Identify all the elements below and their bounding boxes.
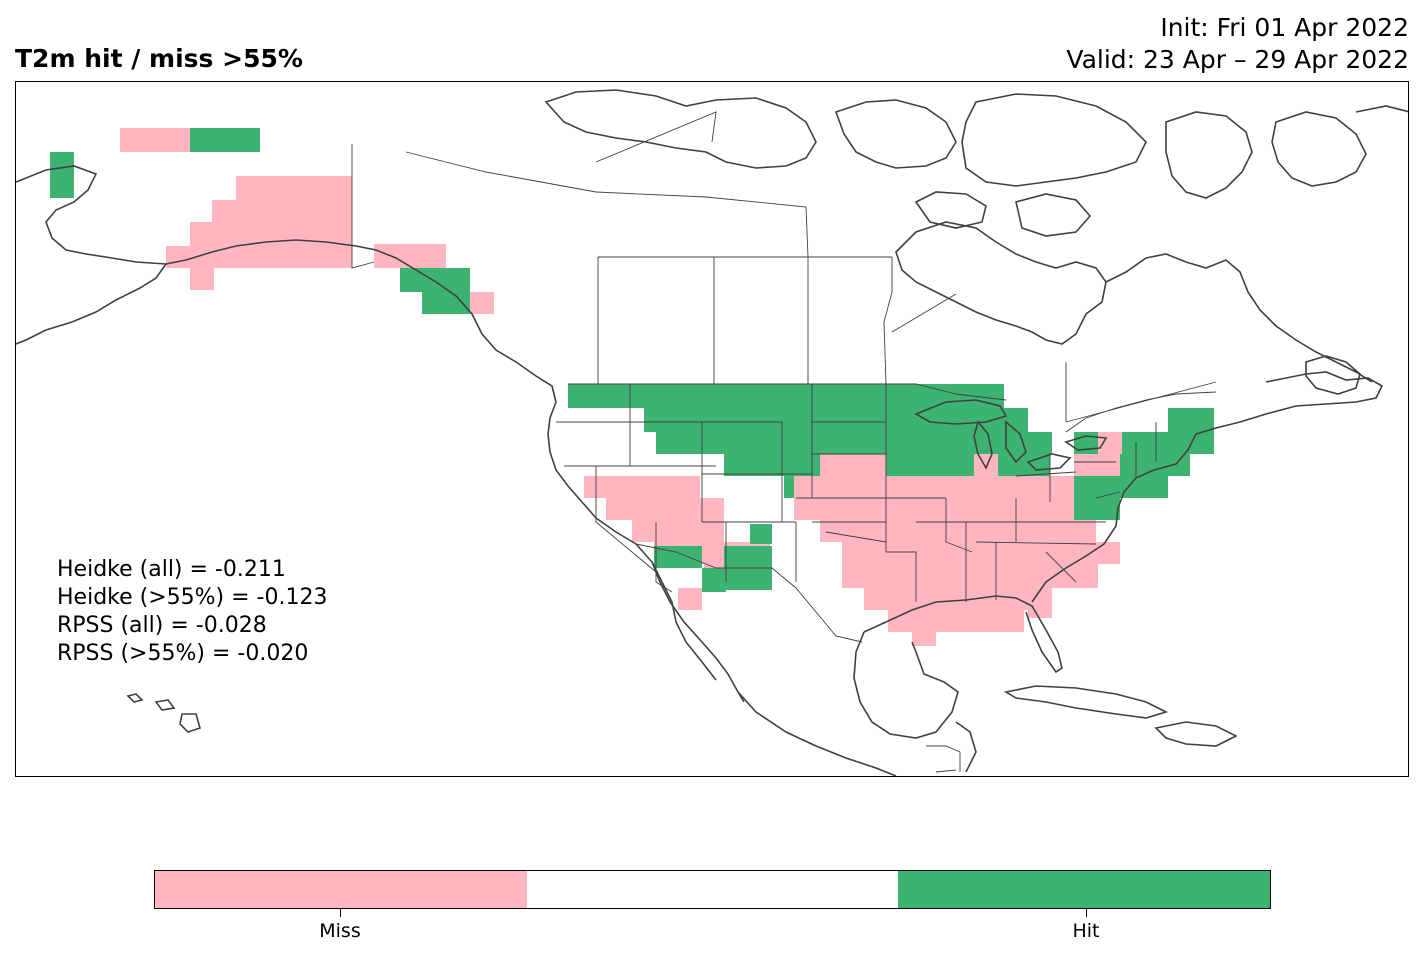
cell	[1168, 408, 1214, 432]
cell	[1122, 432, 1214, 454]
cell	[820, 454, 886, 476]
cell	[212, 200, 352, 222]
cell	[1120, 454, 1190, 476]
cell	[236, 176, 352, 200]
cell	[678, 588, 702, 610]
cell	[654, 546, 702, 568]
rpss-all: RPSS (all) = -0.028	[57, 613, 267, 638]
cell	[606, 498, 724, 520]
cell	[1074, 476, 1120, 498]
cell	[470, 292, 494, 314]
cell	[50, 152, 74, 198]
cell	[820, 520, 1096, 542]
colorbar-neutral	[526, 871, 899, 908]
colorbar-label-hit: Hit	[1072, 920, 1100, 942]
cell	[656, 432, 1052, 454]
political-borders	[351, 111, 1217, 773]
cell	[120, 128, 190, 152]
cell	[1074, 498, 1120, 520]
init-date: Init: Fri 01 Apr 2022	[1160, 13, 1409, 42]
cell	[190, 268, 214, 290]
cell	[724, 546, 772, 568]
colorbar	[154, 870, 1271, 909]
colorbar-label-miss: Miss	[319, 920, 361, 942]
cell	[912, 632, 936, 646]
forecast-cells	[50, 128, 1214, 646]
cell	[584, 476, 700, 498]
cell	[190, 128, 260, 152]
colorbar-miss	[155, 871, 527, 908]
cell	[974, 454, 998, 476]
map-title: T2m hit / miss >55%	[15, 44, 303, 73]
cell	[702, 568, 726, 592]
cell	[888, 610, 1024, 632]
cell	[632, 520, 724, 542]
date-info: Init: Fri 01 Apr 2022 Valid: 23 Apr – 29…	[1066, 12, 1409, 76]
colorbar-tick-miss	[340, 909, 341, 917]
heidke-all: Heidke (all) = -0.211	[57, 557, 286, 582]
cell	[374, 244, 446, 268]
cell	[794, 498, 1074, 520]
cell	[1120, 476, 1168, 498]
valid-range: Valid: 23 Apr – 29 Apr 2022	[1066, 45, 1409, 74]
cell	[1074, 454, 1120, 476]
cell	[864, 588, 1032, 610]
cell	[886, 454, 976, 476]
cell	[400, 268, 470, 292]
cell	[1028, 588, 1052, 618]
cell	[750, 524, 772, 544]
map-panel	[15, 81, 1409, 777]
skill-scores: Heidke (all) = -0.211 Heidke (>55%) = -0…	[57, 556, 327, 668]
cell	[794, 476, 1074, 498]
heidke-55: Heidke (>55%) = -0.123	[57, 585, 328, 610]
cell	[842, 564, 1098, 588]
cell	[724, 568, 772, 590]
rpss-55: RPSS (>55%) = -0.020	[57, 641, 309, 666]
coastlines	[16, 89, 1408, 776]
map-canvas	[16, 89, 1408, 776]
cell	[644, 408, 1028, 432]
cell	[842, 542, 1120, 564]
cell	[1098, 432, 1122, 454]
cell	[772, 454, 822, 476]
colorbar-tick-hit	[1086, 909, 1087, 917]
colorbar-hit	[898, 871, 1271, 908]
